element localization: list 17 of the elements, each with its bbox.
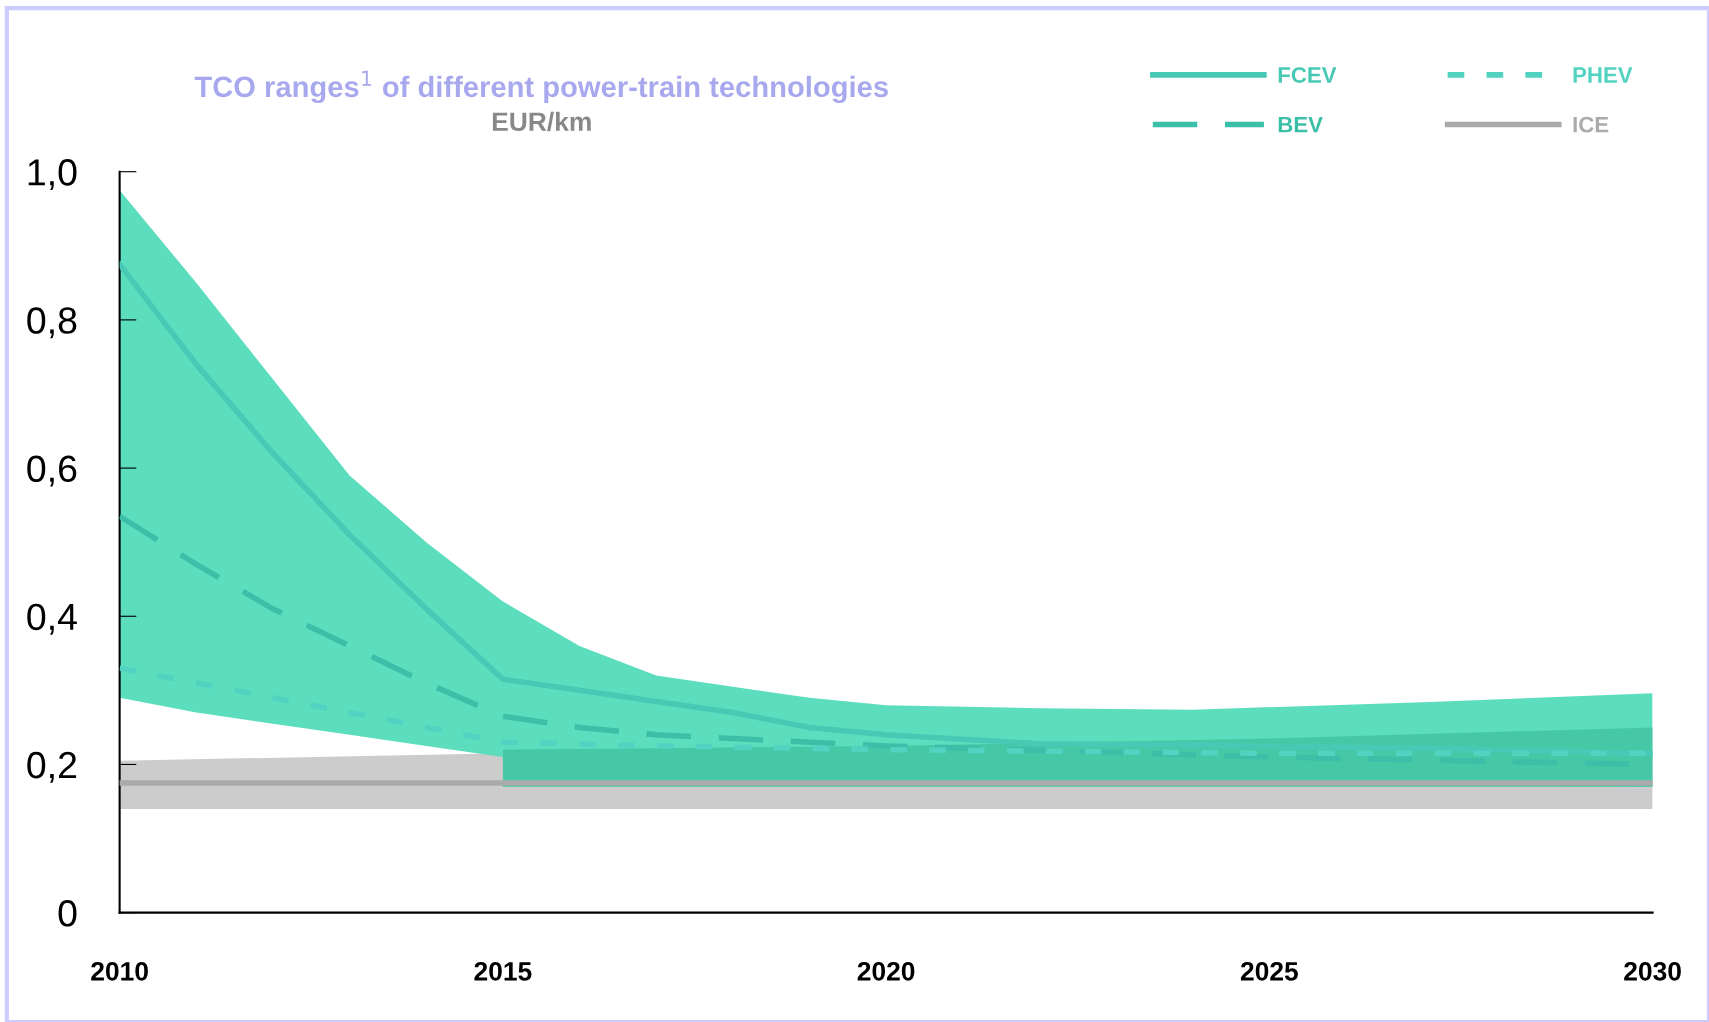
text: FCEV — [1278, 67, 1337, 83]
x-tick-label: 2015 — [474, 961, 532, 981]
x-tick-label: 2020 — [857, 961, 915, 981]
text: BEV — [1278, 116, 1323, 133]
y-tick-label: 1,0 — [28, 159, 77, 191]
x-tick-label: 2025 — [1240, 961, 1298, 981]
y-tick-label: 0,8 — [27, 307, 77, 339]
text: ICE — [1573, 116, 1609, 133]
y-tick-label: 0,6 — [27, 455, 77, 487]
y-tick-label: 0 — [58, 900, 77, 927]
x-tick-label: 2010 — [91, 961, 148, 981]
chart-title: TCO ranges$^{1}$ of different power-train technologies — [194, 70, 888, 104]
y-tick-label: 0,2 — [27, 751, 77, 783]
y-axis-title: EUR/km — [492, 111, 591, 132]
x-tick-label: 2030 — [1624, 961, 1681, 981]
text: PHEV — [1573, 67, 1633, 83]
y-tick-label: 0,4 — [27, 603, 77, 635]
